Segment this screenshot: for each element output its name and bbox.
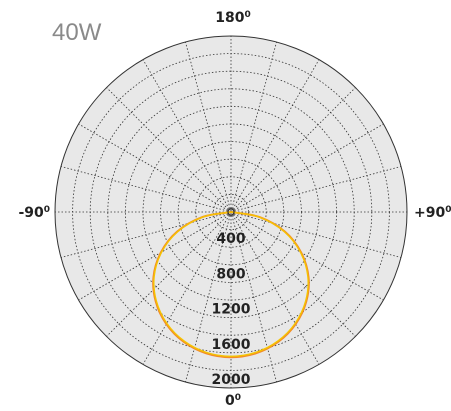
radial-tick-label: 800	[216, 266, 245, 282]
radial-tick-label: 2000	[212, 372, 251, 388]
grid-spoke	[230, 123, 384, 213]
radial-tick-label: 400	[216, 231, 245, 247]
grid-spoke	[230, 211, 320, 365]
grid-spoke	[106, 87, 232, 213]
angle-label-bottom: 00	[225, 393, 241, 409]
grid-spoke	[230, 211, 402, 258]
grid-spoke	[230, 211, 356, 337]
grid-spoke	[106, 211, 232, 337]
radial-tick-label: 1200	[212, 302, 251, 318]
grid-spoke	[230, 211, 384, 301]
intensity-curve-2	[153, 211, 309, 358]
chart-title: 40W	[52, 19, 102, 46]
grid-spoke	[60, 211, 232, 258]
angle-label-left: -900	[18, 205, 50, 221]
grid-spoke	[230, 211, 277, 383]
grid-spoke	[230, 41, 277, 213]
angle-label-top: 1800	[215, 10, 251, 26]
grid-spoke	[78, 123, 232, 213]
grid-spoke	[185, 211, 232, 383]
radial-tick-labels: 400 800 1200 1600 2000	[212, 231, 251, 388]
grid-spoke	[142, 211, 232, 365]
grid-spoke	[185, 41, 232, 213]
angle-label-right: +900	[414, 205, 451, 221]
grid-spoke	[230, 87, 356, 213]
center-marker	[227, 208, 235, 216]
radial-tick-label: 1600	[212, 337, 251, 353]
grid-spoke	[230, 166, 402, 213]
grid-spoke	[230, 59, 320, 213]
grid-spoke	[142, 59, 232, 213]
intensity-curves	[152, 211, 310, 359]
grid-spoke	[78, 211, 232, 301]
grid-spoke	[60, 166, 232, 213]
polar-grid	[55, 36, 407, 388]
